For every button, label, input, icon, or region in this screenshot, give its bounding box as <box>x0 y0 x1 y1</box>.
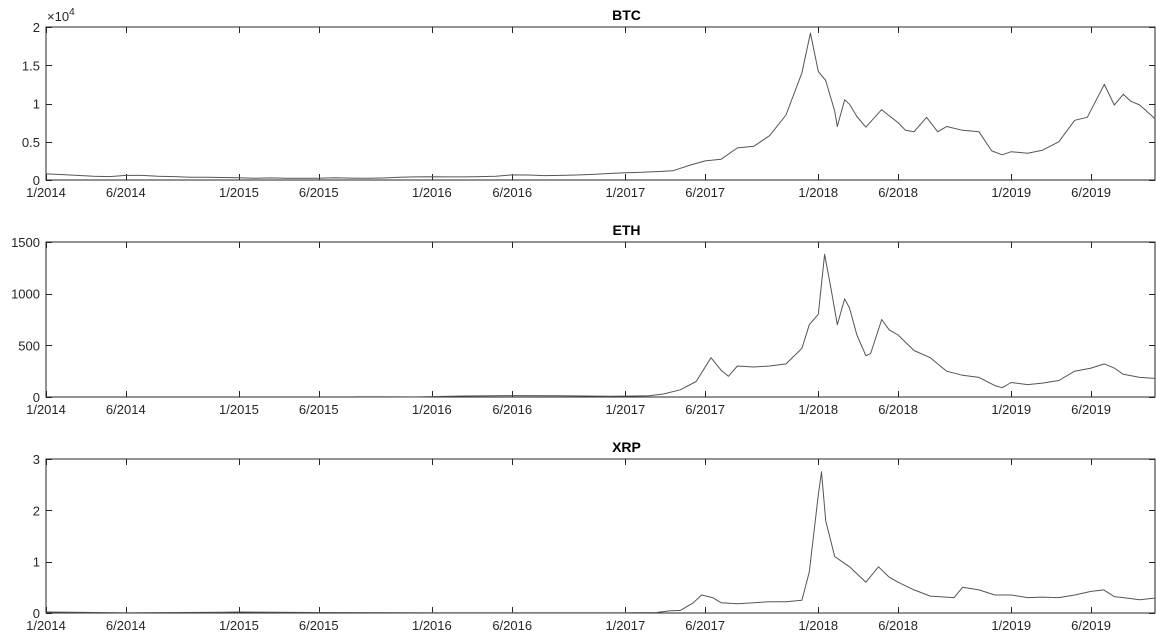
eth-y-tick-label: 0 <box>33 390 40 405</box>
btc-x-tick-label: 1/2019 <box>991 185 1031 200</box>
xrp-x-tick-label: 1/2019 <box>991 618 1031 633</box>
btc-exponent-label: ×104 <box>47 7 75 24</box>
btc-x-tick-label: 6/2016 <box>492 185 532 200</box>
btc-x-tick-label: 1/2015 <box>219 185 259 200</box>
eth-plot-frame <box>45 241 1156 398</box>
xrp-x-tick-label: 1/2015 <box>219 618 259 633</box>
eth-x-tick-label: 6/2014 <box>106 402 146 417</box>
btc-y-tick-label: 1.5 <box>22 58 40 73</box>
xrp-plot-frame <box>45 458 1156 614</box>
xrp-x-tick-label: 1/2014 <box>26 618 66 633</box>
eth-y-tick-label: 1500 <box>11 235 40 250</box>
eth-x-tick-label: 1/2018 <box>798 402 838 417</box>
btc-price-line <box>45 32 1156 179</box>
xrp-y-tick-label: 0 <box>33 606 40 621</box>
eth-y-tick-label: 1000 <box>11 287 40 302</box>
xrp-y-tick-label: 1 <box>33 555 40 570</box>
eth-x-tick-label: 1/2017 <box>605 402 645 417</box>
btc-x-tick-label: 6/2018 <box>878 185 918 200</box>
btc-x-tick-label: 1/2017 <box>605 185 645 200</box>
btc-y-tick-label: 1 <box>33 97 40 112</box>
xrp-chart: XRP 0 1 2 3 1/2014 6/2014 1/2015 6/2015 1/2016 6/2… <box>26 439 1156 633</box>
xrp-y-tick-label: 2 <box>33 503 40 518</box>
xrp-x-tick-label: 6/2018 <box>878 618 918 633</box>
btc-y-tick-label: 2 <box>33 20 40 35</box>
btc-exponent-power: 4 <box>69 7 75 18</box>
btc-x-tick-label: 6/2015 <box>299 185 339 200</box>
xrp-x-tick-label: 6/2016 <box>492 618 532 633</box>
eth-x-tick-label: 6/2016 <box>492 402 532 417</box>
eth-x-tick-label: 1/2015 <box>219 402 259 417</box>
btc-y-tick-label: 0 <box>33 173 40 188</box>
btc-x-tick-label: 1/2018 <box>798 185 838 200</box>
btc-title: BTC <box>612 7 641 23</box>
btc-chart: BTC ×104 0 0.5 1 1.5 2 1/2014 6/2014 1/2015 6/2015… <box>22 7 1156 200</box>
btc-x-tick-label: 6/2019 <box>1071 185 1111 200</box>
xrp-x-tick-label: 1/2017 <box>605 618 645 633</box>
xrp-x-tick-label: 1/2016 <box>412 618 452 633</box>
xrp-x-tick-label: 6/2014 <box>106 618 146 633</box>
btc-exponent-base: ×10 <box>47 9 69 24</box>
eth-x-tick-label: 6/2015 <box>299 402 339 417</box>
eth-x-tick-label: 1/2016 <box>412 402 452 417</box>
xrp-x-tick-label: 6/2019 <box>1071 618 1111 633</box>
eth-x-tick-label: 6/2017 <box>685 402 725 417</box>
xrp-y-tick-label: 3 <box>33 452 40 467</box>
xrp-x-tick-label: 6/2017 <box>685 618 725 633</box>
eth-title: ETH <box>613 222 641 238</box>
btc-x-tick-label: 6/2017 <box>685 185 725 200</box>
xrp-x-tick-label: 1/2018 <box>798 618 838 633</box>
btc-x-tick-label: 1/2014 <box>26 185 66 200</box>
btc-plot-frame <box>45 26 1156 181</box>
xrp-title: XRP <box>612 439 641 455</box>
eth-x-tick-label: 1/2014 <box>26 402 66 417</box>
eth-x-tick-label: 6/2019 <box>1071 402 1111 417</box>
eth-x-tick-label: 1/2019 <box>991 402 1031 417</box>
xrp-price-line <box>45 471 1156 614</box>
eth-x-tick-label: 6/2018 <box>878 402 918 417</box>
btc-y-tick-label: 0.5 <box>22 135 40 150</box>
btc-x-tick-label: 6/2014 <box>106 185 146 200</box>
eth-y-tick-label: 500 <box>18 338 40 353</box>
xrp-x-tick-label: 6/2015 <box>299 618 339 633</box>
eth-chart: ETH 0 500 1000 1500 1/2014 6/2014 1/2015 6/2015 1… <box>11 222 1156 417</box>
btc-x-tick-label: 1/2016 <box>412 185 452 200</box>
eth-price-line <box>354 253 1156 398</box>
